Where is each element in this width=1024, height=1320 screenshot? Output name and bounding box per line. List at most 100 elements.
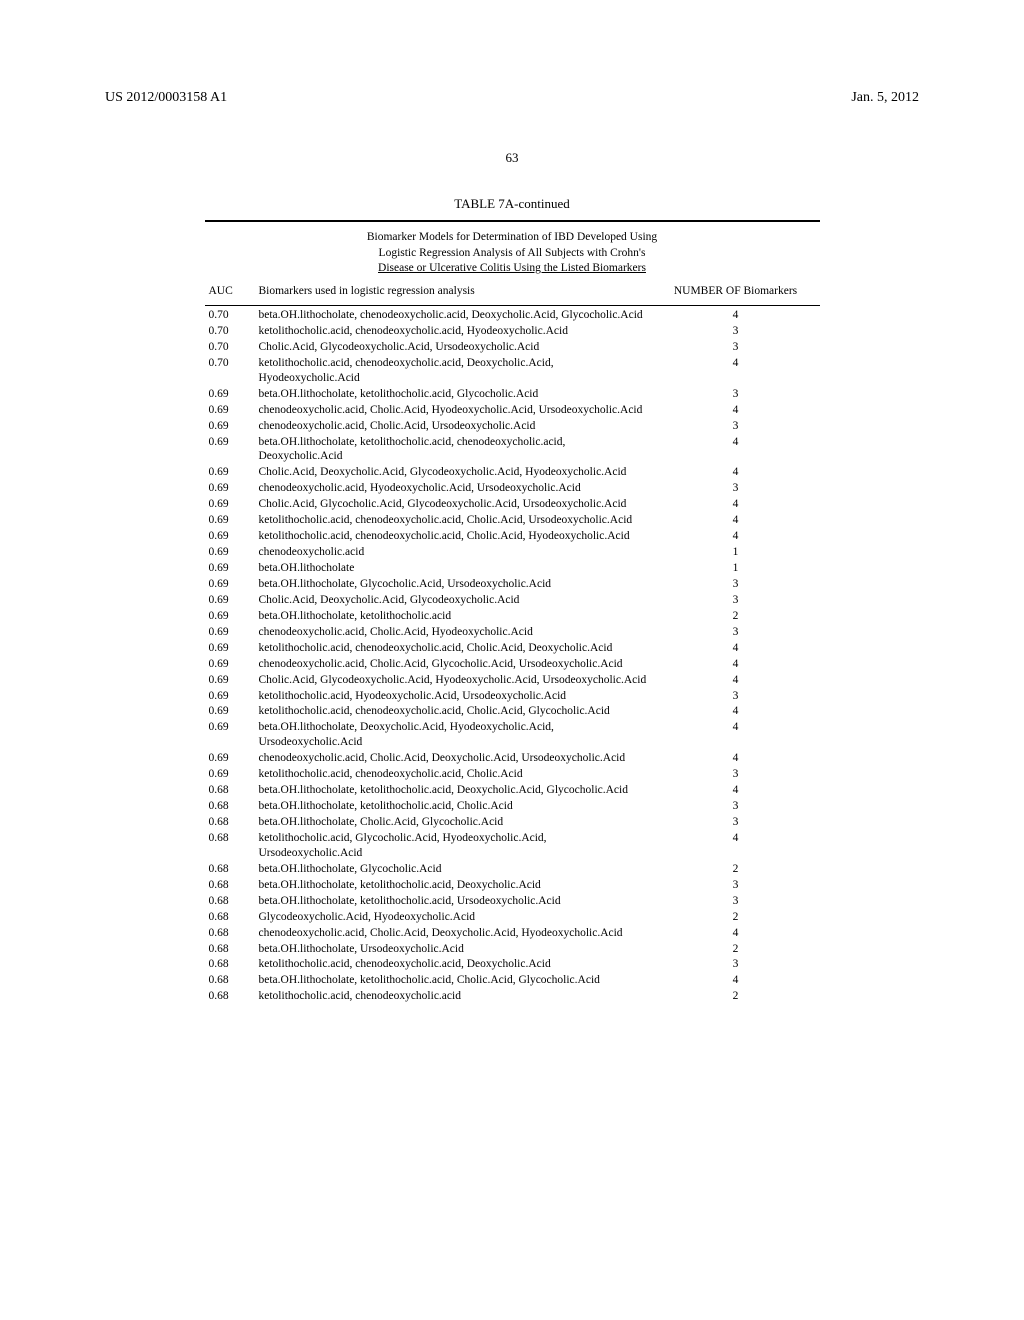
table-row: 0.68beta.OH.lithocholate, Ursodeoxycholi…: [205, 941, 820, 957]
subtitle-line: Disease or Ulcerative Colitis Using the …: [378, 262, 646, 274]
cell-number: 4: [652, 830, 820, 861]
table-row: 0.68chenodeoxycholic.acid, Cholic.Acid, …: [205, 925, 820, 941]
cell-auc: 0.69: [205, 529, 255, 545]
cell-auc: 0.69: [205, 704, 255, 720]
subtitle-line: Biomarker Models for Determination of IB…: [367, 231, 657, 243]
table-row: 0.69ketolithocholic.acid, chenodeoxychol…: [205, 640, 820, 656]
table-row: 0.69beta.OH.lithocholate, Deoxycholic.Ac…: [205, 720, 820, 751]
cell-number: 4: [652, 704, 820, 720]
table-row: 0.69chenodeoxycholic.acid, Cholic.Acid, …: [205, 751, 820, 767]
cell-auc: 0.69: [205, 513, 255, 529]
cell-auc: 0.70: [205, 323, 255, 339]
cell-biomarkers: beta.OH.lithocholate, ketolithocholic.ac…: [255, 973, 652, 989]
header-publication-number: US 2012/0003158 A1: [105, 90, 227, 106]
cell-number: 4: [652, 783, 820, 799]
cell-number: 1: [652, 561, 820, 577]
cell-number: 3: [652, 815, 820, 831]
cell-biomarkers: chenodeoxycholic.acid, Cholic.Acid, Glyc…: [255, 656, 652, 672]
cell-auc: 0.68: [205, 893, 255, 909]
cell-number: 3: [652, 957, 820, 973]
cell-auc: 0.69: [205, 386, 255, 402]
cell-number: 3: [652, 624, 820, 640]
table-row: 0.68ketolithocholic.acid, chenodeoxychol…: [205, 989, 820, 1005]
cell-auc: 0.68: [205, 909, 255, 925]
cell-auc: 0.69: [205, 656, 255, 672]
table-rule-top: [205, 220, 820, 222]
cell-biomarkers: ketolithocholic.acid, chenodeoxycholic.a…: [255, 640, 652, 656]
cell-biomarkers: beta.OH.lithocholate, Glycocholic.Acid, …: [255, 576, 652, 592]
cell-number: 3: [652, 339, 820, 355]
cell-auc: 0.68: [205, 830, 255, 861]
cell-number: 2: [652, 941, 820, 957]
cell-biomarkers: chenodeoxycholic.acid, Cholic.Acid, Urso…: [255, 418, 652, 434]
header-date: Jan. 5, 2012: [851, 90, 919, 106]
cell-number: 3: [652, 386, 820, 402]
cell-biomarkers: beta.OH.lithocholate, Ursodeoxycholic.Ac…: [255, 941, 652, 957]
col-header-auc: AUC: [205, 281, 255, 303]
table-subtitle: Biomarker Models for Determination of IB…: [205, 226, 820, 281]
cell-number: 1: [652, 545, 820, 561]
cell-number: 4: [652, 497, 820, 513]
cell-biomarkers: ketolithocholic.acid, chenodeoxycholic.a…: [255, 957, 652, 973]
cell-auc: 0.69: [205, 672, 255, 688]
cell-auc: 0.69: [205, 434, 255, 465]
page: US 2012/0003158 A1 Jan. 5, 2012 63 TABLE…: [0, 0, 1024, 1045]
cell-biomarkers: beta.OH.lithocholate, chenodeoxycholic.a…: [255, 308, 652, 324]
cell-number: 4: [652, 973, 820, 989]
cell-number: 3: [652, 799, 820, 815]
cell-biomarkers: chenodeoxycholic.acid, Cholic.Acid, Deox…: [255, 925, 652, 941]
cell-number: 3: [652, 576, 820, 592]
cell-number: 2: [652, 608, 820, 624]
table-row: 0.68beta.OH.lithocholate, Glycocholic.Ac…: [205, 861, 820, 877]
cell-number: 3: [652, 893, 820, 909]
table-row: 0.69ketolithocholic.acid, chenodeoxychol…: [205, 704, 820, 720]
cell-auc: 0.68: [205, 815, 255, 831]
cell-biomarkers: beta.OH.lithocholate, Cholic.Acid, Glyco…: [255, 815, 652, 831]
cell-auc: 0.68: [205, 861, 255, 877]
cell-number: 4: [652, 355, 820, 386]
table-row: 0.68beta.OH.lithocholate, ketolithocholi…: [205, 877, 820, 893]
cell-number: 4: [652, 465, 820, 481]
cell-auc: 0.68: [205, 783, 255, 799]
cell-biomarkers: Cholic.Acid, Deoxycholic.Acid, Glycodeox…: [255, 592, 652, 608]
cell-auc: 0.69: [205, 592, 255, 608]
cell-auc: 0.69: [205, 608, 255, 624]
col-header-biomarkers: Biomarkers used in logistic regression a…: [255, 281, 652, 303]
cell-biomarkers: ketolithocholic.acid, chenodeoxycholic.a…: [255, 704, 652, 720]
table-row: 0.69beta.OH.lithocholate1: [205, 561, 820, 577]
cell-biomarkers: ketolithocholic.acid, chenodeoxycholic.a…: [255, 989, 652, 1005]
table-row: 0.69Cholic.Acid, Deoxycholic.Acid, Glyco…: [205, 592, 820, 608]
cell-auc: 0.70: [205, 339, 255, 355]
cell-number: 4: [652, 434, 820, 465]
cell-number: 3: [652, 481, 820, 497]
cell-number: 3: [652, 877, 820, 893]
table-row: 0.69beta.OH.lithocholate, ketolithocholi…: [205, 386, 820, 402]
cell-number: 4: [652, 656, 820, 672]
table-row: 0.70ketolithocholic.acid, chenodeoxychol…: [205, 323, 820, 339]
cell-biomarkers: beta.OH.lithocholate, ketolithocholic.ac…: [255, 893, 652, 909]
page-number: 63: [80, 150, 944, 166]
cell-auc: 0.69: [205, 640, 255, 656]
table-row: 0.69beta.OH.lithocholate, ketolithocholi…: [205, 608, 820, 624]
cell-number: 4: [652, 925, 820, 941]
cell-biomarkers: beta.OH.lithocholate, ketolithocholic.ac…: [255, 877, 652, 893]
table-row: 0.69beta.OH.lithocholate, ketolithocholi…: [205, 434, 820, 465]
cell-auc: 0.69: [205, 751, 255, 767]
cell-number: 3: [652, 688, 820, 704]
table-7a: TABLE 7A-continued Biomarker Models for …: [205, 196, 820, 1005]
table-row: 0.69ketolithocholic.acid, chenodeoxychol…: [205, 767, 820, 783]
table-row: 0.68beta.OH.lithocholate, ketolithocholi…: [205, 799, 820, 815]
table-rule-header: [205, 305, 820, 306]
cell-biomarkers: Cholic.Acid, Deoxycholic.Acid, Glycodeox…: [255, 465, 652, 481]
cell-biomarkers: ketolithocholic.acid, chenodeoxycholic.a…: [255, 529, 652, 545]
cell-biomarkers: ketolithocholic.acid, chenodeoxycholic.a…: [255, 323, 652, 339]
subtitle-line: Logistic Regression Analysis of All Subj…: [379, 247, 646, 259]
cell-auc: 0.68: [205, 989, 255, 1005]
cell-biomarkers: beta.OH.lithocholate, ketolithocholic.ac…: [255, 783, 652, 799]
cell-biomarkers: beta.OH.lithocholate, Glycocholic.Acid: [255, 861, 652, 877]
cell-auc: 0.69: [205, 481, 255, 497]
cell-biomarkers: Glycodeoxycholic.Acid, Hyodeoxycholic.Ac…: [255, 909, 652, 925]
cell-number: 4: [652, 513, 820, 529]
cell-biomarkers: Cholic.Acid, Glycodeoxycholic.Acid, Urso…: [255, 339, 652, 355]
cell-auc: 0.69: [205, 720, 255, 751]
